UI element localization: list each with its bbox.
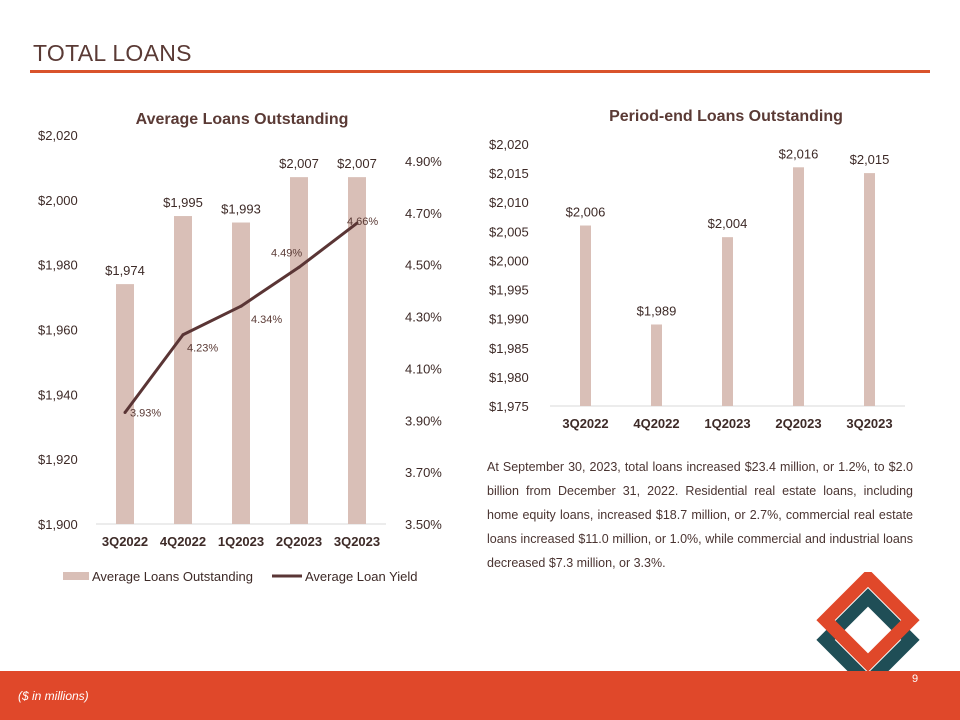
bar-data-label: $1,995	[163, 195, 203, 210]
line-point	[355, 221, 359, 225]
line-data-label: 4.49%	[271, 247, 302, 259]
bar-data-label: $1,989	[637, 303, 677, 318]
average-loans-chart: Average Loans Outstanding $1,900 $1,920 $1,…	[38, 111, 442, 584]
bar-data-label: $2,007	[279, 156, 319, 171]
bar	[116, 284, 134, 524]
bar	[722, 237, 733, 406]
y-axis-tick-label: $1,985	[489, 341, 529, 356]
bar-data-label: $2,015	[850, 152, 890, 167]
bar	[651, 324, 662, 406]
title-rule	[30, 70, 930, 73]
bar	[348, 177, 366, 524]
y-axis-tick-label: $1,920	[38, 452, 78, 467]
y-axis-tick-label: $1,995	[489, 283, 529, 298]
line-data-label: 3.93%	[130, 408, 161, 420]
y-axis-tick-label: $1,960	[38, 323, 78, 338]
bar	[580, 225, 591, 406]
y2-axis-tick-label: 3.90%	[405, 413, 442, 428]
bar-data-label: $2,016	[779, 146, 819, 161]
bar-data-label: $2,007	[337, 156, 377, 171]
page-number: 9	[912, 673, 919, 685]
bar	[174, 216, 192, 524]
company-logo-icon	[816, 572, 920, 690]
chart-title: Average Loans Outstanding	[136, 111, 349, 128]
line-point	[297, 265, 301, 269]
y2-axis-tick-label: 3.50%	[405, 517, 442, 532]
x-axis-category-label: 4Q2022	[633, 416, 679, 431]
x-axis-category-label: 1Q2023	[704, 416, 750, 431]
bar-data-label: $1,993	[221, 202, 261, 217]
bar	[864, 173, 875, 406]
x-axis-category-label: 3Q2023	[334, 534, 380, 549]
footer-bar	[0, 671, 960, 720]
y-axis-tick-label: $1,980	[489, 370, 529, 385]
y2-axis-tick-label: 3.70%	[405, 465, 442, 480]
bar-data-label: $1,974	[105, 263, 145, 278]
chart-title: Period-end Loans Outstanding	[609, 108, 843, 125]
y-axis-tick-label: $1,940	[38, 387, 78, 402]
x-axis-category-label: 2Q2023	[775, 416, 821, 431]
line-data-label: 4.34%	[251, 314, 282, 326]
y-axis-tick-label: $2,000	[489, 253, 529, 268]
y-axis-tick-label: $2,000	[38, 193, 78, 208]
y2-axis-tick-label: 4.70%	[405, 206, 442, 221]
x-axis-category-label: 2Q2023	[276, 534, 322, 549]
y-axis-tick-label: $1,990	[489, 312, 529, 327]
y2-axis-tick-label: 4.50%	[405, 258, 442, 273]
x-axis-category-label: 1Q2023	[218, 534, 264, 549]
line-point	[239, 304, 243, 308]
y-axis-tick-label: $2,015	[489, 166, 529, 181]
line-data-label: 4.23%	[187, 343, 218, 355]
bar	[793, 167, 804, 406]
y2-axis-tick-label: 4.90%	[405, 154, 442, 169]
y2-axis-tick-label: 4.30%	[405, 310, 442, 325]
bar	[232, 222, 250, 524]
legend-label: Average Loans Outstanding	[92, 569, 253, 584]
y-axis-tick-label: $2,010	[489, 195, 529, 210]
line-data-label: 4.66%	[347, 216, 378, 228]
y-axis-tick-label: $1,900	[38, 517, 78, 532]
y-axis-tick-label: $2,020	[38, 128, 78, 143]
x-axis-category-label: 3Q2022	[102, 534, 148, 549]
x-axis-category-label: 3Q2023	[846, 416, 892, 431]
x-axis-category-label: 4Q2022	[160, 534, 206, 549]
footer-note: ($ in millions)	[18, 689, 89, 703]
y-axis-tick-label: $1,975	[489, 399, 529, 414]
bar-data-label: $2,006	[566, 205, 606, 220]
legend-swatch-bars	[63, 572, 89, 580]
y-axis-tick-label: $1,980	[38, 258, 78, 273]
x-axis-category-label: 3Q2022	[562, 416, 608, 431]
y-axis-tick-label: $2,020	[489, 137, 529, 152]
period-end-loans-chart: Period-end Loans Outstanding $1,975 $1,980…	[489, 108, 905, 431]
line-point	[181, 333, 185, 337]
line-point	[123, 411, 127, 415]
legend-label: Average Loan Yield	[305, 569, 418, 584]
y-axis-tick-label: $2,005	[489, 224, 529, 239]
loans-summary-text: At September 30, 2023, total loans incre…	[487, 460, 913, 570]
y2-axis-tick-label: 4.10%	[405, 361, 442, 376]
bar-data-label: $2,004	[708, 216, 748, 231]
page-title: TOTAL LOANS	[33, 40, 192, 66]
